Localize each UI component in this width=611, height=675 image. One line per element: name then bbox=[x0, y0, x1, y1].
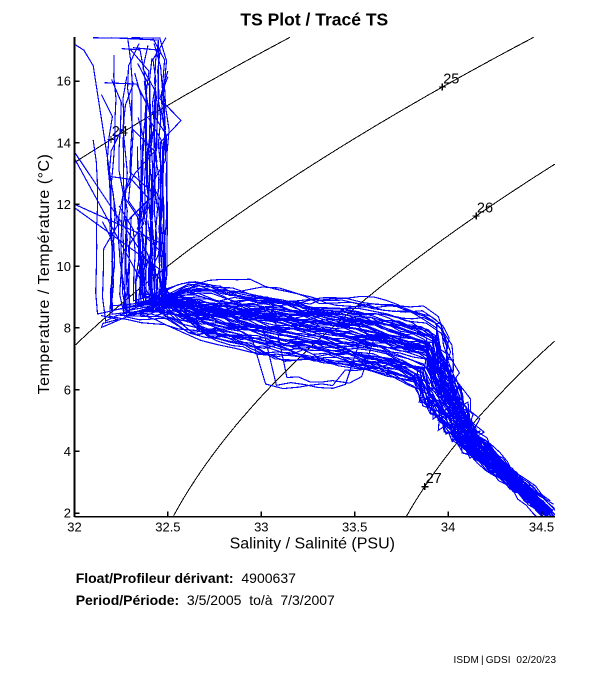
svg-text:4: 4 bbox=[64, 444, 71, 459]
svg-text:12: 12 bbox=[57, 197, 71, 212]
svg-text:27: 27 bbox=[426, 471, 442, 487]
svg-text:Temperature / Température (°C): Temperature / Température (°C) bbox=[36, 154, 53, 395]
svg-text:14: 14 bbox=[57, 135, 71, 150]
svg-text:TS Plot / Tracé TS: TS Plot / Tracé TS bbox=[240, 9, 388, 29]
svg-text:32.5: 32.5 bbox=[155, 520, 180, 535]
svg-text:25: 25 bbox=[443, 71, 459, 87]
svg-text:34: 34 bbox=[441, 520, 455, 535]
svg-text:33.5: 33.5 bbox=[342, 520, 367, 535]
svg-text:Salinity / Salinité (PSU): Salinity / Salinité (PSU) bbox=[230, 536, 395, 553]
svg-text:Float/Profileur dérivant: 490: Float/Profileur dérivant: 4900637 bbox=[76, 570, 296, 586]
svg-text:8: 8 bbox=[64, 321, 71, 336]
svg-text:ISDM | GDSI 02/20/23: ISDM | GDSI 02/20/23 bbox=[454, 655, 557, 666]
svg-text:2: 2 bbox=[64, 506, 71, 521]
svg-text:6: 6 bbox=[64, 382, 71, 397]
svg-text:34.5: 34.5 bbox=[529, 520, 554, 535]
svg-text:16: 16 bbox=[57, 74, 71, 89]
svg-text:10: 10 bbox=[57, 259, 71, 274]
svg-text:26: 26 bbox=[477, 200, 493, 216]
svg-text:33: 33 bbox=[254, 520, 268, 535]
svg-text:32: 32 bbox=[67, 520, 81, 535]
svg-text:Period/Période: 3/5/2005 to/: Period/Période: 3/5/2005 to/à 7/3/2007 bbox=[76, 592, 335, 608]
